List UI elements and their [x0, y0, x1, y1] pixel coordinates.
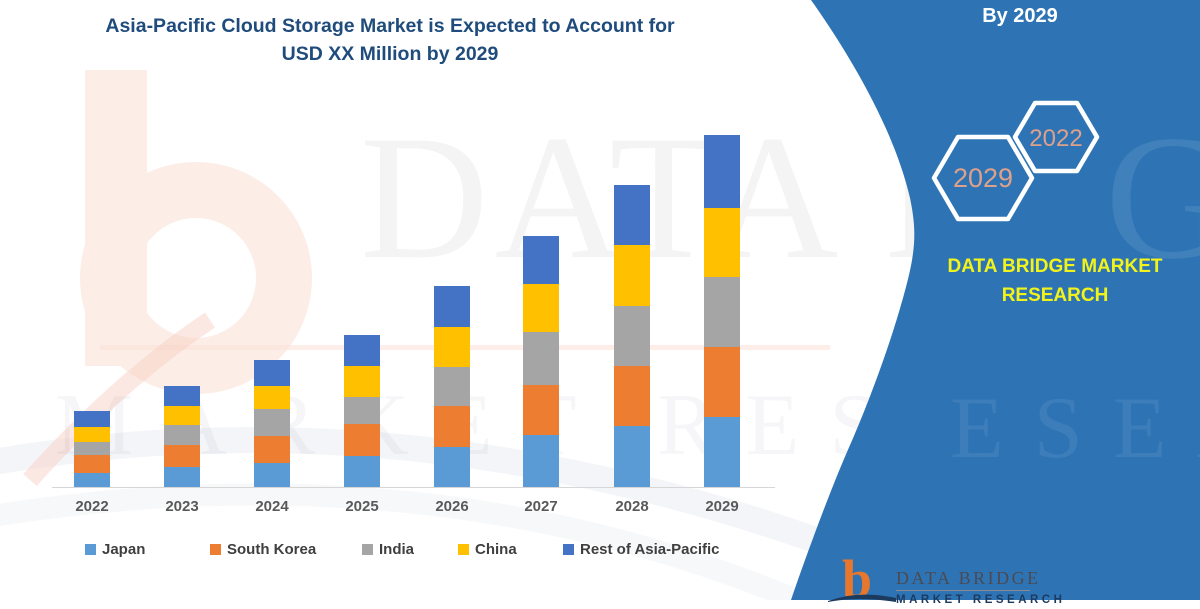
bar-segment-japan — [523, 435, 559, 487]
legend-label: Rest of Asia-Pacific — [580, 541, 720, 558]
bar-segment-rest-of-asia-pacific — [523, 236, 559, 284]
bar-segment-south-korea — [614, 366, 650, 426]
stacked-bar-2022 — [74, 411, 110, 487]
bar-segment-india — [434, 367, 470, 406]
bar-segment-india — [523, 332, 559, 385]
bar-segment-china — [523, 284, 559, 332]
bar-segment-south-korea — [704, 347, 740, 417]
bar-segment-south-korea — [164, 445, 200, 467]
brand-name-block: DATA BRIDGE MARKET RESEARCH — [935, 252, 1175, 310]
hexagon-2022-outline — [1012, 100, 1100, 174]
brand-name-line2: RESEARCH — [1001, 285, 1109, 306]
bar-segment-rest-of-asia-pacific — [704, 135, 740, 208]
legend-swatch-icon — [362, 544, 373, 555]
bar-segment-china — [164, 406, 200, 425]
legend-item-japan: Japan — [85, 541, 145, 558]
legend-item-china: China — [458, 541, 517, 558]
bar-segment-india — [254, 409, 290, 436]
footer-logo-swoosh-icon — [828, 594, 896, 602]
bar-segment-rest-of-asia-pacific — [434, 286, 470, 327]
bar-segment-japan — [164, 467, 200, 487]
hexagon-2029-outline — [931, 134, 1035, 222]
legend-swatch-icon — [458, 544, 469, 555]
stacked-bar-2025 — [344, 335, 380, 487]
bar-segment-south-korea — [434, 406, 470, 447]
legend-item-india: India — [362, 541, 414, 558]
bar-segment-japan — [344, 456, 380, 487]
footer-brand-underline — [896, 590, 1030, 591]
bar-segment-south-korea — [523, 385, 559, 435]
bar-segment-japan — [614, 426, 650, 487]
stacked-bar-2028 — [614, 185, 650, 487]
bar-segment-india — [164, 425, 200, 445]
bar-segment-china — [614, 245, 650, 306]
panel-watermark-research: ESEARCH — [950, 380, 1200, 477]
x-axis-label-2028: 2028 — [615, 498, 649, 515]
hexagons-graphic: 2029 2022 — [931, 100, 1100, 222]
chart-title-line1: Asia-Pacific Cloud Storage Market is Exp… — [105, 15, 675, 37]
legend-swatch-icon — [563, 544, 574, 555]
bar-segment-south-korea — [254, 436, 290, 463]
bar-segment-rest-of-asia-pacific — [74, 411, 110, 427]
legend-label: South Korea — [227, 541, 317, 558]
footer-brand-name: DATA BRIDGE — [896, 568, 1041, 588]
x-axis-label-2022: 2022 — [75, 498, 109, 515]
bar-segment-japan — [434, 447, 470, 487]
chart-title: Asia-Pacific Cloud Storage Market is Exp… — [40, 12, 740, 68]
footer-logo: b DATA BRIDGE MARKET RESEARCH — [820, 552, 1200, 606]
footer-brand-subtitle: MARKET RESEARCH — [896, 594, 1066, 606]
bar-segment-south-korea — [74, 455, 110, 473]
bar-segment-china — [704, 208, 740, 277]
legend-label: China — [475, 541, 517, 558]
bar-segment-china — [344, 366, 380, 397]
bar-segment-rest-of-asia-pacific — [614, 185, 650, 245]
panel-watermark-letters: GE — [1105, 98, 1200, 296]
legend-item-south-korea: South Korea — [210, 541, 316, 558]
legend-label: India — [379, 541, 415, 558]
stacked-bar-2029 — [704, 135, 740, 487]
legend-item-rest-of-asia-pacific: Rest of Asia-Pacific — [563, 541, 720, 558]
legend-swatch-icon — [85, 544, 96, 555]
bar-segment-rest-of-asia-pacific — [344, 335, 380, 366]
bar-segment-india — [74, 442, 110, 455]
x-axis-label-2024: 2024 — [255, 498, 289, 515]
hexagon-2029-year: 2029 — [953, 163, 1013, 193]
bar-segment-india — [614, 306, 650, 366]
bar-segment-south-korea — [344, 424, 380, 456]
brand-name-line1: DATA BRIDGE MARKET — [947, 256, 1163, 277]
legend-label: Japan — [102, 541, 146, 558]
hexagon-2022-year: 2022 — [1029, 125, 1082, 152]
bar-segment-japan — [254, 463, 290, 487]
x-axis-label-2026: 2026 — [435, 498, 469, 515]
bar-segment-india — [344, 397, 380, 424]
chart-title-line2: USD XX Million by 2029 — [281, 43, 499, 65]
stacked-bar-2027 — [523, 236, 559, 487]
x-axis-label-2023: 2023 — [165, 498, 199, 515]
panel-top-label: By 2029 — [982, 5, 1058, 27]
bar-segment-japan — [74, 473, 110, 487]
x-axis-label-2027: 2027 — [524, 498, 558, 515]
x-axis-line — [52, 487, 775, 488]
legend-swatch-icon — [210, 544, 221, 555]
x-axis-label-2025: 2025 — [345, 498, 379, 515]
x-axis-label-2029: 2029 — [705, 498, 739, 515]
bar-segment-japan — [704, 417, 740, 487]
bar-segment-india — [704, 277, 740, 347]
bar-segment-china — [74, 427, 110, 442]
stacked-bar-2023 — [164, 386, 200, 487]
